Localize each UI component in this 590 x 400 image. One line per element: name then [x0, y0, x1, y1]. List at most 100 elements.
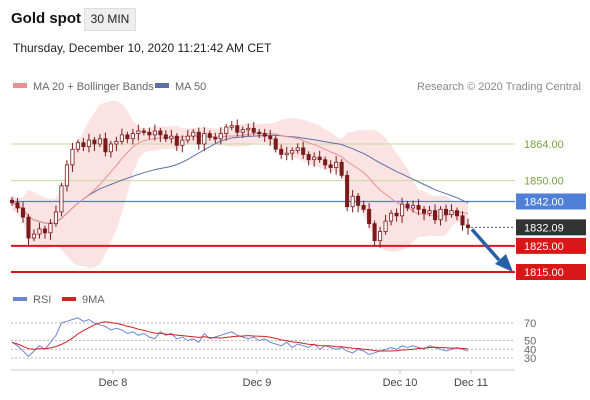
candle-body	[97, 138, 102, 145]
candle-body	[92, 139, 97, 145]
ma50-legend-label: MA 50	[175, 81, 206, 93]
candle-body	[108, 143, 113, 153]
bollinger-band	[12, 100, 468, 269]
candle-body	[152, 130, 157, 136]
candle-body	[279, 148, 284, 155]
candle-body	[235, 125, 240, 133]
candle-body	[378, 231, 383, 242]
candle-body	[323, 159, 328, 166]
rsi-tick-label: 30	[524, 353, 536, 365]
research-credit: Research © 2020 Trading Central	[417, 81, 581, 93]
candle-body	[427, 210, 432, 214]
candle-body	[301, 147, 306, 155]
candle-body	[422, 208, 427, 214]
x-tick-label: Dec 9	[243, 377, 272, 389]
candle-body	[20, 207, 26, 218]
level-label: 1850.00	[524, 176, 564, 188]
rsi-tick-label: 40	[524, 344, 536, 356]
candle-body	[383, 220, 388, 232]
candle-body	[119, 134, 124, 142]
candle-body	[218, 133, 223, 140]
candle-body	[306, 154, 311, 161]
x-tick-label: Dec 11	[454, 377, 488, 389]
rsi-ma-legend-label: 9MA	[82, 294, 105, 306]
candle-body	[114, 140, 119, 145]
x-axis: Dec 8 Dec 9 Dec 10 Dec 11	[11, 369, 515, 389]
candle-body	[59, 185, 64, 213]
rsi-ma-legend-swatch	[62, 297, 76, 301]
rsi-legend-label: RSI	[33, 294, 51, 306]
candle-body	[15, 202, 20, 209]
rsi-tick-label: 50	[524, 336, 536, 348]
ma50-legend-swatch	[155, 83, 169, 88]
candle-body	[443, 208, 449, 215]
candle-body	[207, 133, 212, 138]
candle-body	[75, 142, 80, 150]
level-label: 1815.00	[524, 267, 564, 279]
x-tick-label: Dec 8	[99, 377, 128, 389]
candle-body	[361, 204, 366, 210]
ma20-line	[11, 132, 469, 224]
candle-body	[48, 223, 53, 234]
candle-body	[465, 224, 471, 228]
candle-body	[334, 161, 339, 168]
candle-body	[141, 130, 146, 133]
candle-body	[405, 203, 410, 209]
legend: MA 20 + Bollinger Bands MA 50 Research ©…	[13, 81, 581, 93]
price-pane: 1864.00 1850.00 1842.00 1825.00 1815.00 1832.…	[9, 100, 586, 280]
candle-body	[460, 215, 465, 226]
candle-body	[356, 195, 361, 206]
level-label-box	[516, 237, 586, 254]
candle-body	[202, 133, 207, 145]
candle-body	[372, 223, 377, 242]
candle-body	[37, 228, 42, 235]
candle-body	[251, 127, 256, 133]
candle-body	[42, 228, 47, 234]
candle-body	[262, 133, 267, 137]
candle-body	[317, 156, 322, 161]
candle-body	[449, 210, 454, 215]
timeframe-badge[interactable]: 30 MIN	[84, 8, 136, 31]
candle-body	[284, 152, 289, 156]
candle-body	[86, 139, 91, 148]
candle-body	[70, 148, 75, 166]
level-label: 1842.00	[524, 196, 564, 208]
candle-body	[196, 131, 201, 145]
x-tick-label: Dec 10	[383, 377, 418, 389]
candle-body	[136, 130, 141, 134]
candle-body	[345, 174, 350, 208]
last-price-label: 1832.09	[524, 222, 564, 234]
instrument-title: Gold spot	[11, 10, 81, 27]
candle-body	[257, 131, 262, 135]
forecast-arrow	[470, 228, 501, 262]
candle-body	[174, 135, 179, 146]
candle-body	[229, 125, 234, 128]
candle-body	[339, 161, 344, 176]
candle-body	[31, 233, 37, 239]
candle-body	[81, 142, 86, 148]
candle-body	[400, 203, 405, 217]
candle-body	[411, 204, 416, 209]
level-label-box	[516, 193, 586, 210]
candle-body	[350, 195, 355, 208]
candle-body	[246, 127, 251, 131]
level-label: 1864.00	[524, 139, 564, 151]
candle-body	[163, 134, 168, 140]
candle-body	[180, 139, 185, 146]
candle-body	[454, 210, 460, 217]
chart-header: Gold spot 30 MIN	[0, 0, 590, 38]
level-label-box	[516, 264, 586, 280]
candle-body	[158, 130, 163, 136]
candle-body	[103, 138, 108, 153]
candle-body	[416, 204, 421, 210]
candle-body	[64, 164, 69, 187]
last-price-box	[516, 219, 586, 236]
candle-body	[312, 156, 317, 161]
ma20-legend-swatch	[13, 83, 27, 88]
candle-body	[26, 216, 31, 239]
candle-body	[367, 208, 372, 225]
rsi-ma-line	[11, 321, 469, 352]
candle-body	[224, 126, 229, 134]
